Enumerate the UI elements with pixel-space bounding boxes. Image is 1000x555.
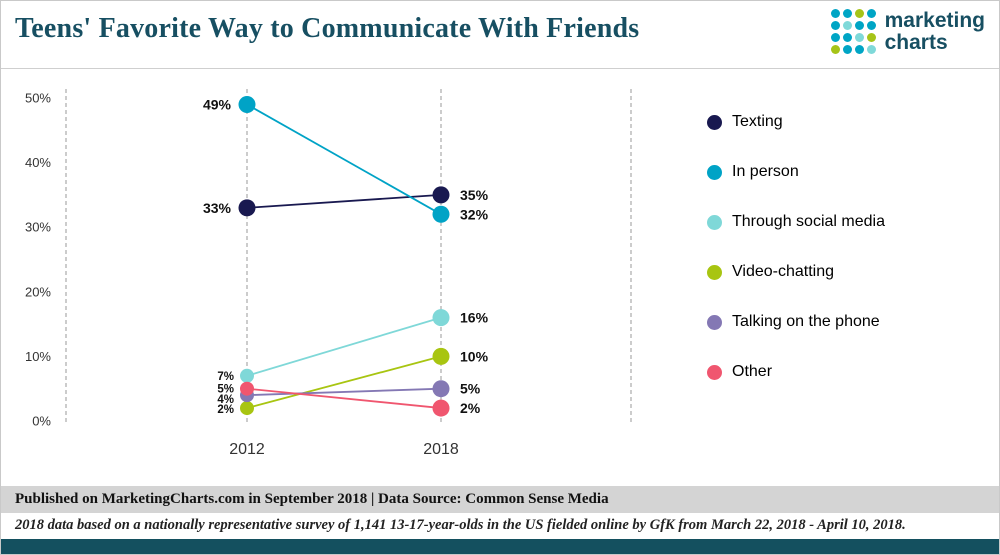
logo-dots-icon — [830, 9, 876, 54]
logo-dot — [830, 33, 840, 42]
series-line-in-person — [246, 103, 442, 216]
data-point-through-social-media — [432, 309, 450, 327]
logo-dot — [842, 45, 852, 54]
logo-dot — [854, 9, 864, 18]
value-label-other-2012: 5% — [217, 384, 234, 396]
value-label-in-person-2018: 32% — [460, 206, 489, 222]
series-line-through-social-media — [246, 316, 442, 377]
y-tick-label: 40% — [25, 155, 51, 170]
value-label-texting-2012: 33% — [203, 200, 232, 216]
value-label-through-social-media-2012: 7% — [217, 371, 234, 383]
y-tick-label: 0% — [32, 414, 51, 429]
logo-dot — [866, 21, 876, 30]
footer-accent-bar — [1, 539, 999, 554]
legend-label: Talking on the phone — [732, 313, 880, 330]
data-point-texting — [238, 199, 256, 217]
data-point-other — [432, 399, 450, 417]
methodology-note: 2018 data based on a nationally represen… — [15, 517, 906, 533]
series-line-other — [246, 387, 442, 409]
logo-dot — [830, 21, 840, 30]
data-point-in-person — [238, 95, 256, 113]
data-point-through-social-media — [240, 368, 254, 383]
value-label-video-chatting-2018: 10% — [460, 348, 489, 364]
logo-dot — [854, 21, 864, 30]
published-bar: Published on MarketingCharts.com in Sept… — [1, 486, 999, 513]
y-tick-label: 20% — [25, 284, 51, 299]
legend-item-in-person: In person — [707, 163, 885, 181]
legend-dot-icon — [707, 264, 722, 280]
page-title: Teens' Favorite Way to Communicate With … — [15, 13, 640, 44]
logo-dot — [854, 33, 864, 42]
data-point-other — [240, 381, 254, 396]
logo-dot — [830, 45, 840, 54]
y-tick-label: 30% — [25, 220, 51, 235]
value-label-other-2018: 2% — [460, 400, 481, 416]
chart-legend: Texting In person Through social media Vide… — [707, 113, 885, 381]
logo-dot — [866, 33, 876, 42]
marketingcharts-logo: marketing charts — [830, 8, 985, 54]
legend-item-through-social-media: Through social media — [707, 213, 885, 231]
legend-dot-icon — [707, 114, 722, 130]
logo-text-line2: charts — [884, 30, 948, 54]
series-line-texting — [246, 194, 442, 209]
data-point-video-chatting — [240, 401, 254, 416]
y-tick-label: 50% — [25, 91, 51, 106]
legend-dot-icon — [707, 364, 722, 380]
value-label-texting-2018: 35% — [460, 187, 489, 203]
series-line-talking-on-the-phone — [246, 387, 442, 397]
legend-dot-icon — [707, 314, 722, 330]
value-label-through-social-media-2018: 16% — [460, 310, 489, 326]
legend-dot-icon — [707, 214, 722, 230]
legend-label: Video-chatting — [732, 263, 834, 280]
legend-item-talking-on-the-phone: Talking on the phone — [707, 313, 885, 331]
x-tick-label: 2012 — [229, 441, 265, 458]
legend-item-video-chatting: Video-chatting — [707, 263, 885, 281]
data-point-in-person — [432, 205, 450, 223]
legend-label: Texting — [732, 113, 783, 130]
legend-label: Other — [732, 363, 773, 380]
data-point-video-chatting — [432, 347, 450, 365]
logo-dot — [866, 9, 876, 18]
header-divider — [1, 68, 999, 69]
legend-label: Through social media — [732, 213, 885, 230]
logo-dot — [842, 21, 852, 30]
value-label-talking-on-the-phone-2012: 4% — [217, 394, 234, 406]
legend-item-texting: Texting — [707, 113, 885, 131]
value-label-in-person-2012: 49% — [203, 96, 232, 112]
y-tick-label: 10% — [25, 349, 51, 364]
logo-dot — [866, 45, 876, 54]
data-point-talking-on-the-phone — [432, 380, 450, 398]
series-line-video-chatting — [246, 355, 442, 409]
logo-dot — [830, 9, 840, 18]
legend-dot-icon — [707, 164, 722, 180]
logo-dot — [842, 9, 852, 18]
data-point-texting — [432, 186, 450, 204]
logo-dot — [842, 33, 852, 42]
logo-dot — [854, 45, 864, 54]
slope-chart: 0% 10% 20% 30% 40% 50% 2012 2018 33% 35% 49% 32% 7% 1… — [25, 89, 632, 458]
value-label-video-chatting-2012: 2% — [217, 404, 234, 416]
logo-text-line1: marketing — [884, 8, 985, 32]
legend-label: In person — [732, 163, 799, 180]
x-tick-label: 2018 — [423, 441, 459, 458]
logo-text: marketing charts — [884, 8, 985, 54]
legend-item-other: Other — [707, 363, 885, 381]
value-label-talking-on-the-phone-2018: 5% — [460, 381, 481, 397]
